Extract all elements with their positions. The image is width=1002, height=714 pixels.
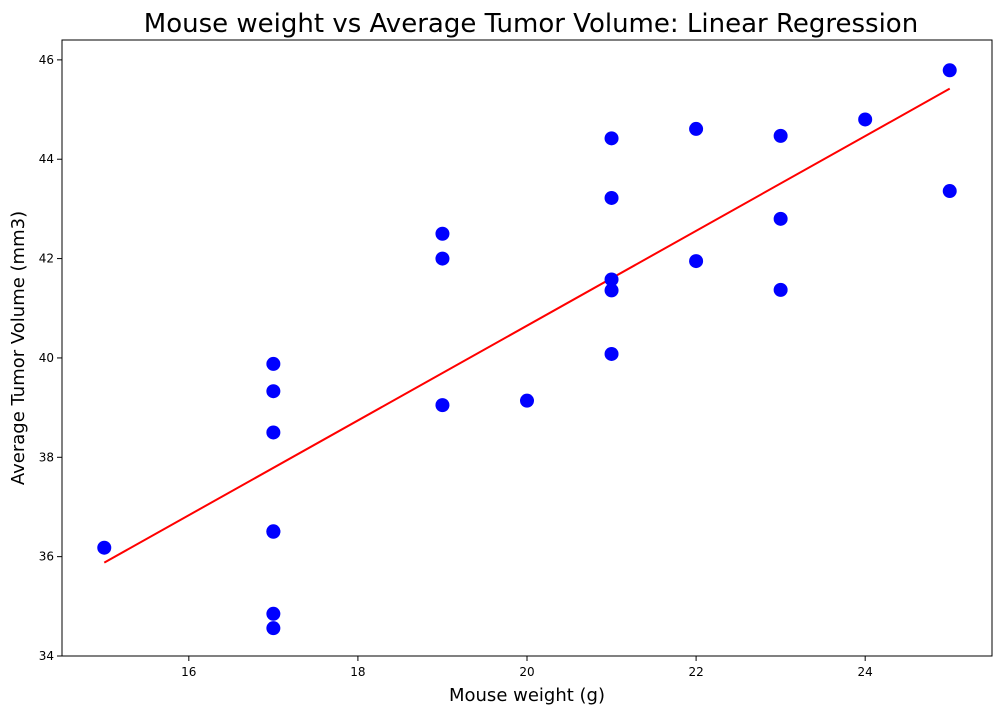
data-point [435,398,450,413]
x-axis-ticks: 16 18 20 22 24 [181,656,873,679]
data-point [942,184,957,199]
x-tick-label: 16 [181,665,196,679]
x-tick-label: 18 [350,665,365,679]
x-tick-label: 22 [688,665,703,679]
y-tick-label: 44 [39,152,54,166]
data-point [858,112,873,127]
data-point [435,226,450,241]
data-point [604,346,619,361]
y-tick-label: 38 [39,450,54,464]
y-axis-ticks: 34 36 38 40 42 44 46 [39,53,62,663]
data-point [266,384,281,399]
y-tick-label: 40 [39,351,54,365]
x-tick-label: 20 [519,665,534,679]
data-point [604,283,619,298]
data-point [689,254,704,269]
data-point [266,524,281,539]
data-point [97,540,112,555]
x-axis-label: Mouse weight (g) [449,685,605,706]
data-point [266,606,281,621]
data-point [689,121,704,136]
plot-frame [61,39,993,657]
y-tick-label: 46 [39,53,54,67]
regression-line [103,87,951,564]
regression-line-group [103,87,951,564]
y-tick-label: 42 [39,252,54,266]
data-point [604,190,619,205]
y-tick-label: 36 [39,550,54,564]
data-point [520,393,534,408]
data-point [604,131,619,146]
y-axis-label: Average Tumor Volume (mm3) [8,211,29,485]
x-tick-label: 24 [858,665,873,679]
y-tick-label: 34 [39,649,54,663]
data-point [435,251,450,266]
data-point [773,282,788,297]
data-point [266,621,281,636]
data-point [942,63,957,78]
data-point [773,128,788,143]
data-point [773,211,788,226]
chart-title: Mouse weight vs Average Tumor Volume: Li… [144,9,918,39]
data-point [266,356,281,371]
data-point [266,425,281,440]
scatter-points [97,63,957,636]
data-point [604,272,619,287]
